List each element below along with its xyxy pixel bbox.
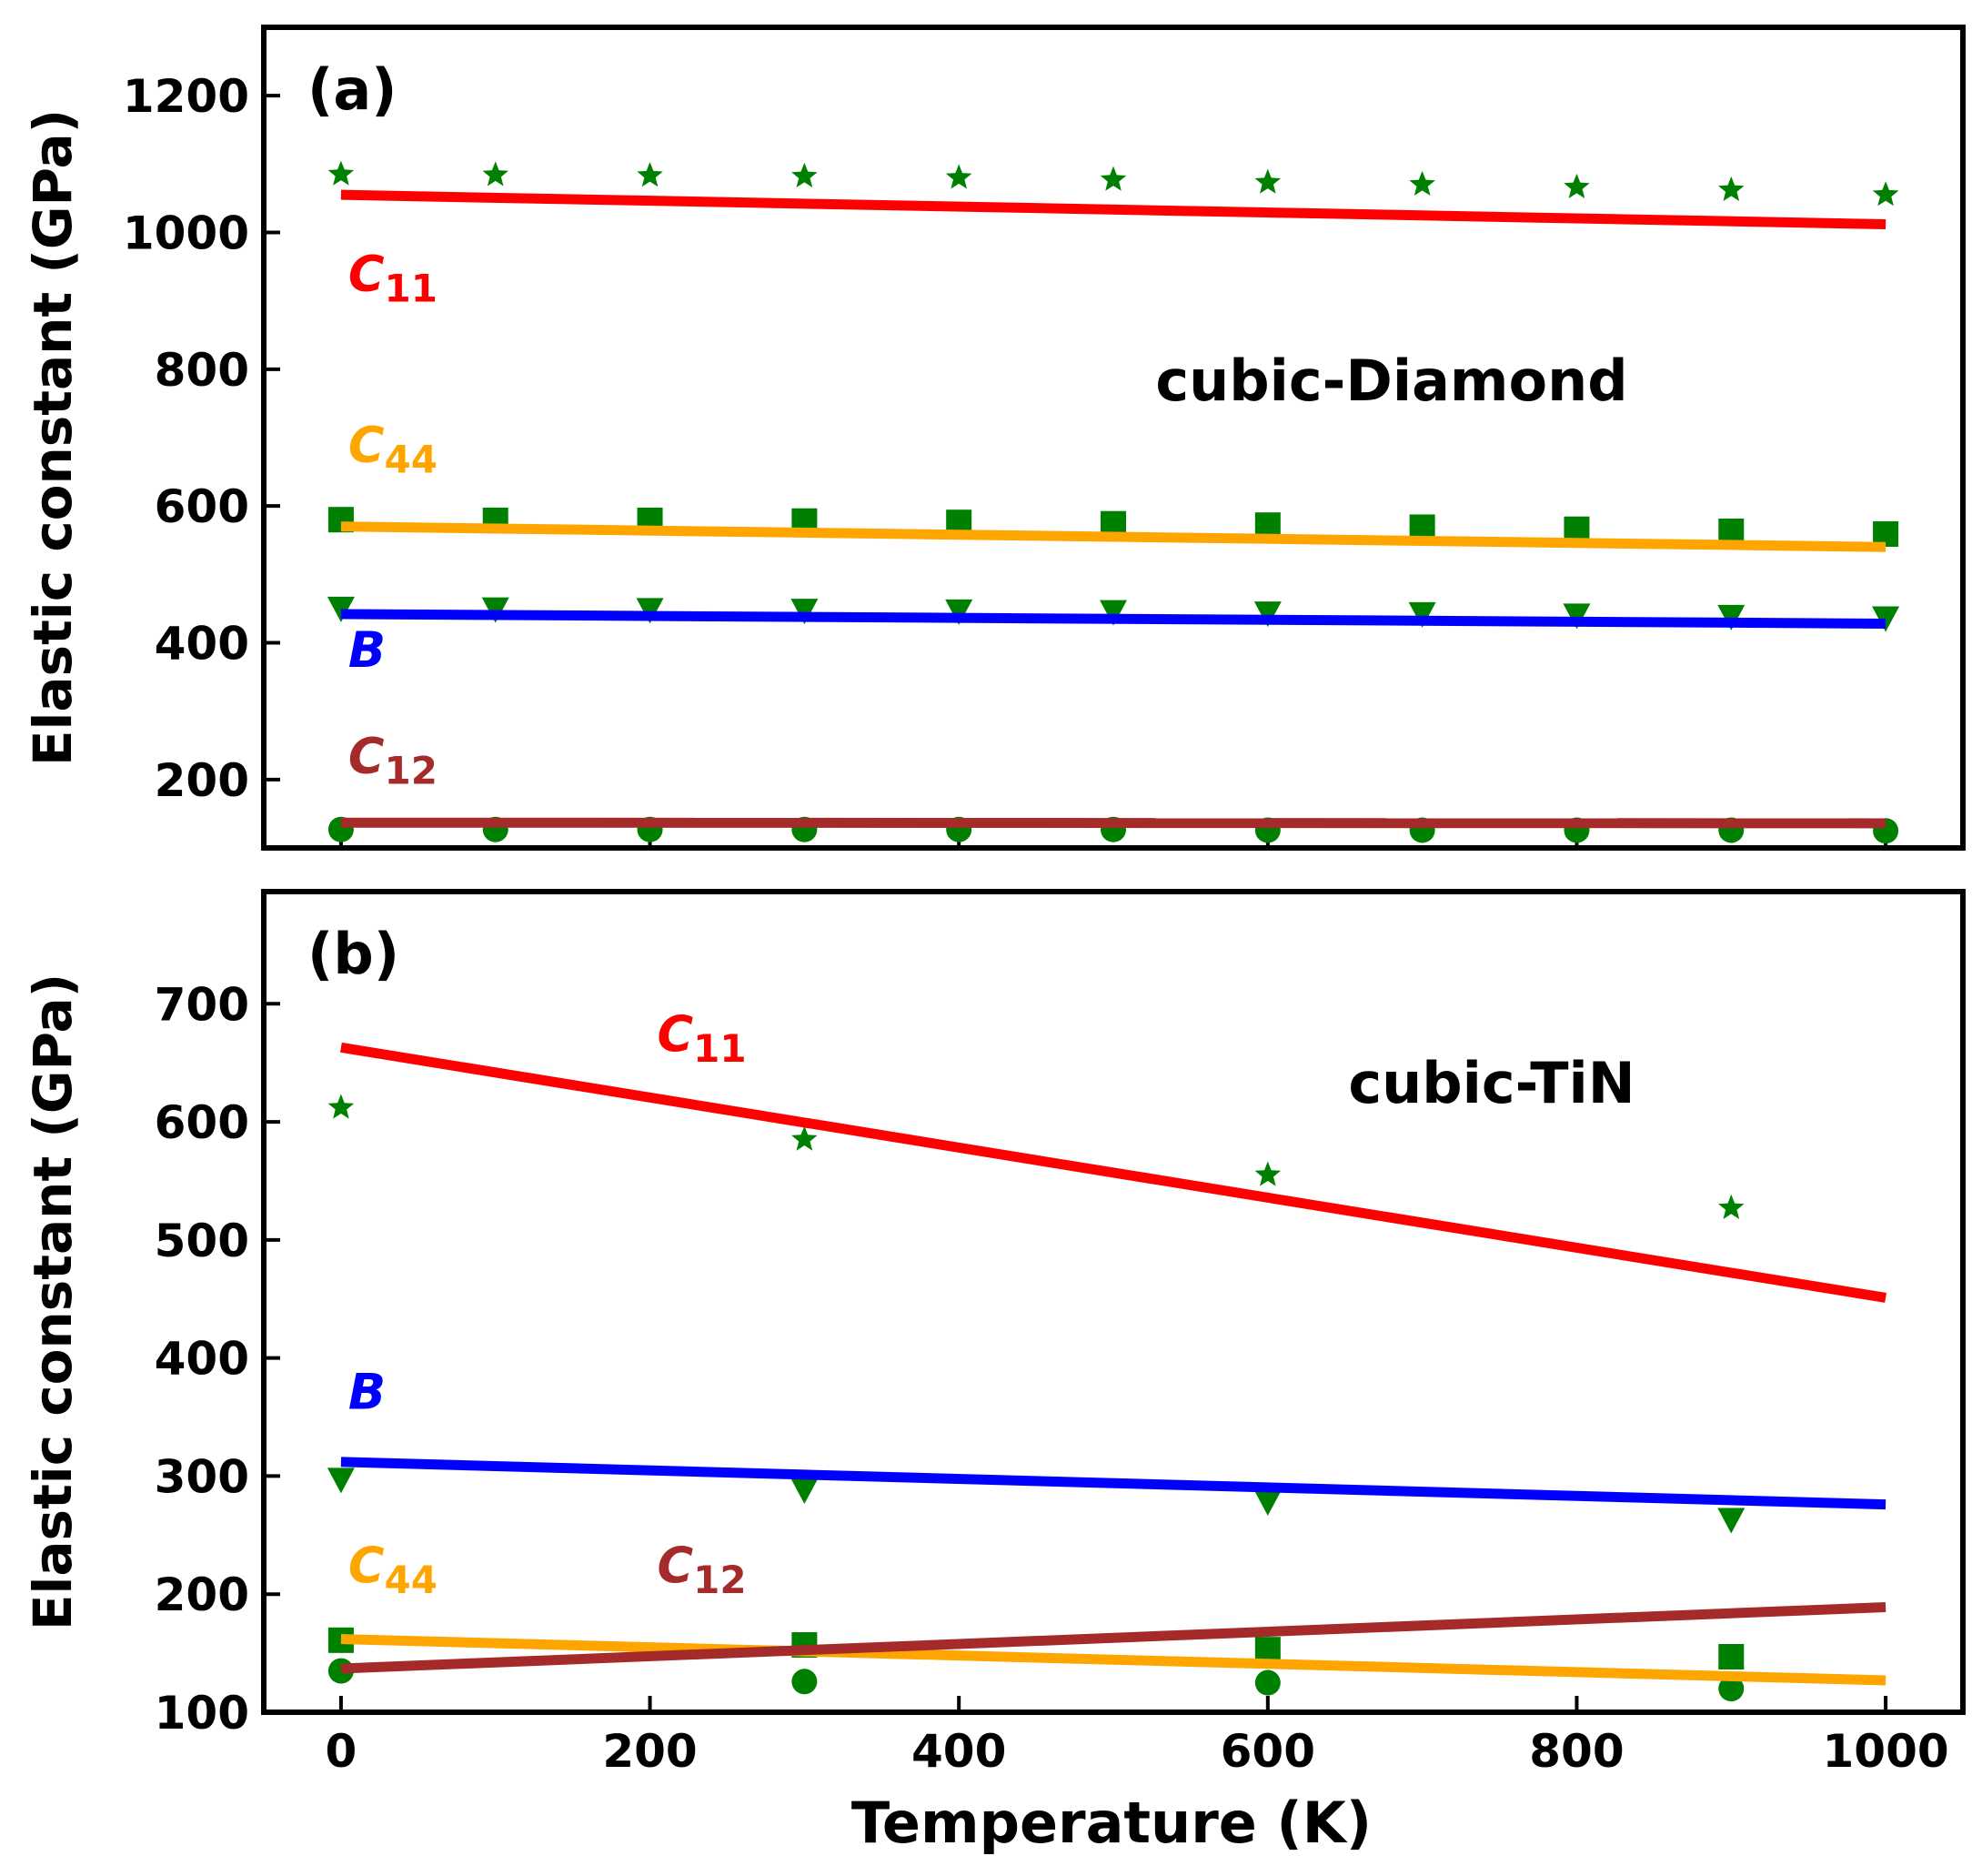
panel-a-b-data-point — [790, 599, 819, 625]
panel-b-c44-fit-line — [340, 1634, 1886, 1686]
panel-b-b-data-point — [1253, 1489, 1282, 1516]
panel-b-y-tick-label: 400 — [155, 1333, 249, 1386]
panel-a-c44-label: C44 — [348, 416, 438, 481]
panel-b-y-tick-label: 100 — [155, 1687, 249, 1740]
panel-a-c44-data-point — [1718, 518, 1745, 544]
panel-a-c12-label: C12 — [348, 727, 438, 792]
panel-b-c12-label: C12 — [658, 1537, 747, 1602]
panel-a-c44-data-point — [1564, 516, 1590, 542]
panel-a-series-b-markers — [327, 596, 1900, 632]
panel-a-y-tick-label: 800 — [155, 344, 249, 397]
panel-a-b-data-point — [945, 599, 973, 625]
panel-b-b-fit-line — [340, 1457, 1886, 1510]
panel-b-x-tick-label: 400 — [911, 1725, 1006, 1778]
panel-a-cubic-diamond: 200 400 600 800 1000 1200 Elastic constant (GP… — [22, 25, 1966, 851]
panel-a-series-c11-markers — [327, 160, 1899, 207]
panel-a-y-tick-label: 600 — [155, 480, 249, 533]
panel-a-c44-data-point — [1254, 512, 1281, 539]
panel-a-y-tick-label: 400 — [155, 618, 249, 671]
panel-a-b-data-point — [636, 598, 664, 624]
panel-a-c11-data-point — [1718, 176, 1745, 201]
panel-b-x-tick-label: 0 — [326, 1725, 357, 1778]
panel-b-y-tick-label: 700 — [155, 978, 249, 1031]
panel-b-panel-label: (b) — [307, 921, 399, 987]
panel-a-b-data-point — [1253, 601, 1282, 628]
panel-b-series-b-markers — [327, 1468, 1746, 1534]
panel-a-plot-frame — [261, 25, 1966, 851]
panel-a-c12-fit-line — [340, 817, 1886, 829]
panel-a-y-tick-label: 1000 — [123, 207, 249, 260]
panel-b-c12-data-point — [1254, 1669, 1281, 1696]
panel-a-c11-data-point — [1872, 181, 1899, 207]
panel-b-c44-data-point — [1254, 1637, 1281, 1663]
panel-b-plot-frame — [261, 889, 1966, 1715]
panel-a-c44-data-point — [1409, 514, 1435, 540]
panel-a-c11-data-point — [1254, 168, 1282, 194]
panel-a-panel-label: (a) — [307, 56, 397, 123]
panel-a-c44-fit-line — [340, 521, 1886, 552]
panel-b-x-tick-label: 800 — [1529, 1725, 1624, 1778]
panel-b-y-tick-label: 300 — [155, 1450, 249, 1503]
panel-a-b-fit-line — [340, 609, 1886, 629]
panel-a-b-data-point — [327, 596, 355, 622]
panel-b-c11-fit-line — [340, 1042, 1886, 1303]
panel-b-y-tick-label: 500 — [155, 1215, 249, 1267]
panel-b-c11-data-point — [791, 1125, 818, 1151]
panel-b-c11-label: C11 — [658, 1005, 747, 1071]
panel-a-y-tick-label: 1200 — [123, 70, 249, 123]
panel-a-c11-data-point — [1564, 173, 1590, 198]
panel-a-b-data-point — [1408, 601, 1436, 628]
panel-a-c11-label: C11 — [348, 245, 438, 310]
panel-b-y-axis-label: Elastic constant (GPa) — [22, 973, 84, 1630]
panel-b-b-data-point — [790, 1478, 819, 1505]
panel-b-x-tick-label: 200 — [602, 1725, 697, 1778]
panel-a-c11-fit-line — [340, 189, 1886, 229]
panel-b-cubic-tin: 100 200 300 400 500 600 700 0 200 400 600 800 1000 El… — [22, 889, 1966, 1778]
panel-b-c12-data-point — [1718, 1676, 1745, 1702]
panel-a-y-tick-label: 200 — [155, 754, 249, 807]
panel-b-series-c11-markers — [327, 1094, 1745, 1219]
panel-a-c11-data-point — [327, 160, 355, 186]
panel-b-y-tick-label: 200 — [155, 1568, 249, 1621]
panel-b-c11-data-point — [1718, 1194, 1745, 1219]
panel-b-material-title: cubic-TiN — [1348, 1050, 1635, 1116]
panel-a-c11-data-point — [1409, 170, 1435, 196]
panel-b-c44-label: C44 — [348, 1537, 438, 1602]
panel-b-y-tick-label: 600 — [155, 1096, 249, 1149]
panel-b-c11-data-point — [327, 1094, 355, 1119]
panel-a-b-data-point — [1100, 600, 1127, 626]
panel-a-b-data-point — [1563, 603, 1591, 630]
panel-a-c11-data-point — [945, 164, 972, 189]
panel-a-c11-data-point — [482, 161, 508, 187]
panel-b-series-c12-markers — [327, 1658, 1745, 1702]
panel-b-b-data-point — [327, 1468, 355, 1494]
panel-b-b-label: B — [348, 1363, 386, 1420]
panel-b-c44-data-point — [1718, 1644, 1745, 1670]
panel-a-c11-data-point — [637, 162, 663, 187]
panel-b-c12-fit-line — [340, 1601, 1886, 1674]
panel-b-x-tick-label: 600 — [1221, 1725, 1315, 1778]
panel-a-c11-data-point — [791, 162, 818, 187]
panel-b-b-data-point — [1717, 1508, 1746, 1534]
panel-a-b-label: B — [348, 621, 386, 679]
panel-a-c11-data-point — [1100, 166, 1127, 191]
panel-b-x-tick-label: 1000 — [1823, 1725, 1949, 1778]
panel-a-material-title: cubic-Diamond — [1155, 348, 1627, 414]
panel-b-c11-data-point — [1254, 1161, 1282, 1186]
panel-a-y-axis-label: Elastic constant (GPa) — [22, 109, 84, 766]
panel-b-c12-data-point — [791, 1669, 818, 1695]
x-axis-label: Temperature (K) — [851, 1790, 1372, 1856]
